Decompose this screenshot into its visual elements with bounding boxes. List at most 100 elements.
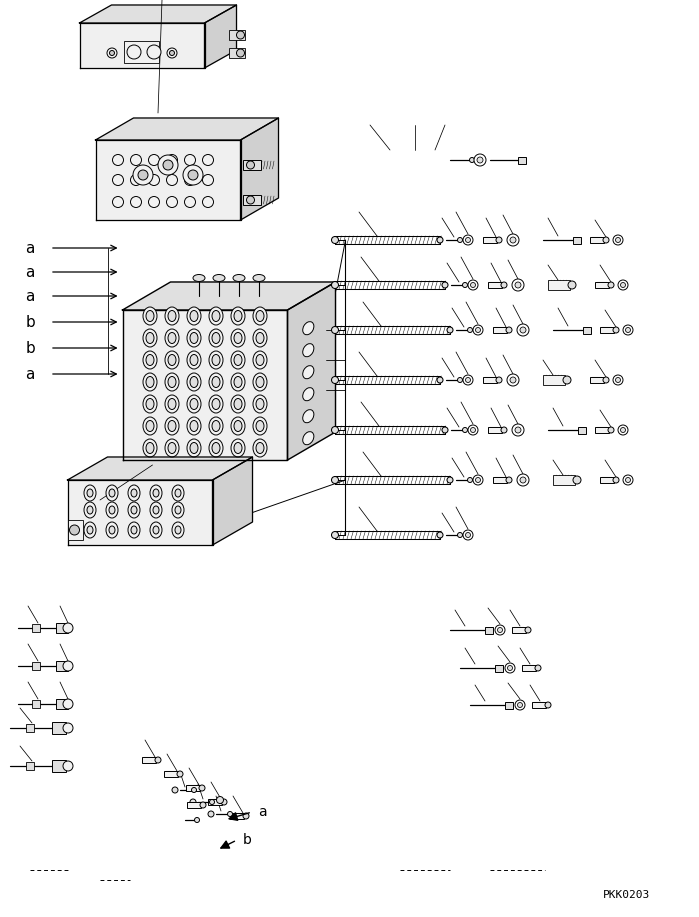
Circle shape bbox=[501, 282, 507, 288]
Circle shape bbox=[221, 799, 227, 805]
Circle shape bbox=[568, 281, 576, 289]
Ellipse shape bbox=[303, 432, 314, 445]
Circle shape bbox=[613, 327, 619, 333]
Ellipse shape bbox=[231, 439, 245, 457]
Circle shape bbox=[626, 327, 630, 333]
Ellipse shape bbox=[256, 311, 264, 322]
Ellipse shape bbox=[106, 502, 118, 518]
Ellipse shape bbox=[209, 329, 223, 347]
Circle shape bbox=[616, 378, 621, 382]
Circle shape bbox=[217, 797, 224, 803]
Ellipse shape bbox=[146, 399, 154, 410]
Circle shape bbox=[442, 427, 448, 433]
Ellipse shape bbox=[209, 307, 223, 325]
Ellipse shape bbox=[128, 502, 140, 518]
Circle shape bbox=[512, 279, 524, 291]
Ellipse shape bbox=[172, 522, 184, 538]
Bar bbox=[590, 377, 604, 383]
Bar bbox=[505, 702, 513, 709]
Ellipse shape bbox=[146, 311, 154, 322]
Ellipse shape bbox=[165, 395, 179, 413]
Bar bbox=[522, 665, 536, 671]
Ellipse shape bbox=[150, 502, 162, 518]
Ellipse shape bbox=[253, 329, 267, 347]
Bar bbox=[243, 160, 261, 170]
Circle shape bbox=[437, 532, 443, 538]
Ellipse shape bbox=[165, 307, 179, 325]
Bar bbox=[483, 377, 497, 383]
Ellipse shape bbox=[150, 522, 162, 538]
Ellipse shape bbox=[187, 395, 201, 413]
Ellipse shape bbox=[253, 307, 267, 325]
Circle shape bbox=[623, 325, 633, 335]
Circle shape bbox=[208, 811, 214, 817]
Circle shape bbox=[621, 427, 626, 433]
Ellipse shape bbox=[190, 399, 198, 410]
Circle shape bbox=[331, 282, 338, 289]
Circle shape bbox=[113, 174, 124, 185]
Circle shape bbox=[169, 50, 175, 56]
Polygon shape bbox=[80, 23, 205, 68]
Ellipse shape bbox=[234, 355, 242, 366]
Circle shape bbox=[131, 154, 141, 165]
Ellipse shape bbox=[231, 373, 245, 391]
Ellipse shape bbox=[212, 399, 220, 410]
Circle shape bbox=[470, 427, 475, 433]
Circle shape bbox=[623, 475, 633, 485]
Circle shape bbox=[110, 50, 115, 56]
Circle shape bbox=[466, 378, 470, 382]
Circle shape bbox=[199, 785, 205, 791]
Bar bbox=[578, 426, 586, 434]
Bar bbox=[583, 326, 591, 334]
Circle shape bbox=[172, 787, 178, 793]
Bar bbox=[32, 662, 40, 670]
Circle shape bbox=[458, 238, 463, 242]
Ellipse shape bbox=[168, 377, 176, 388]
Circle shape bbox=[496, 237, 502, 243]
Bar bbox=[124, 41, 159, 63]
Circle shape bbox=[113, 196, 124, 207]
Circle shape bbox=[131, 196, 141, 207]
Circle shape bbox=[608, 282, 614, 288]
Circle shape bbox=[131, 174, 141, 185]
Ellipse shape bbox=[165, 351, 179, 369]
Circle shape bbox=[501, 427, 507, 433]
Circle shape bbox=[203, 196, 213, 207]
Text: a: a bbox=[25, 367, 35, 381]
Ellipse shape bbox=[187, 373, 201, 391]
Ellipse shape bbox=[193, 274, 205, 282]
Circle shape bbox=[331, 377, 338, 383]
Circle shape bbox=[470, 158, 475, 162]
Circle shape bbox=[603, 237, 609, 243]
Ellipse shape bbox=[146, 421, 154, 432]
Ellipse shape bbox=[212, 377, 220, 388]
Circle shape bbox=[517, 702, 522, 708]
Ellipse shape bbox=[253, 417, 267, 435]
Circle shape bbox=[458, 378, 463, 382]
Circle shape bbox=[437, 237, 443, 243]
Circle shape bbox=[243, 813, 249, 819]
Ellipse shape bbox=[209, 373, 223, 391]
Ellipse shape bbox=[256, 377, 264, 388]
Bar bbox=[518, 157, 526, 163]
Bar bbox=[512, 627, 526, 633]
Circle shape bbox=[166, 174, 178, 185]
Ellipse shape bbox=[187, 329, 201, 347]
Ellipse shape bbox=[87, 489, 93, 497]
Bar bbox=[56, 699, 68, 709]
Bar bbox=[595, 282, 609, 288]
Circle shape bbox=[613, 375, 623, 385]
Circle shape bbox=[473, 325, 483, 335]
Ellipse shape bbox=[187, 439, 201, 457]
Circle shape bbox=[148, 196, 159, 207]
Ellipse shape bbox=[109, 526, 115, 534]
Bar bbox=[52, 722, 66, 734]
Bar bbox=[573, 237, 581, 244]
Circle shape bbox=[507, 234, 519, 246]
Ellipse shape bbox=[253, 274, 265, 282]
Ellipse shape bbox=[84, 485, 96, 501]
Ellipse shape bbox=[256, 333, 264, 344]
Bar bbox=[485, 626, 493, 634]
Bar bbox=[208, 799, 222, 805]
Bar bbox=[52, 760, 66, 772]
